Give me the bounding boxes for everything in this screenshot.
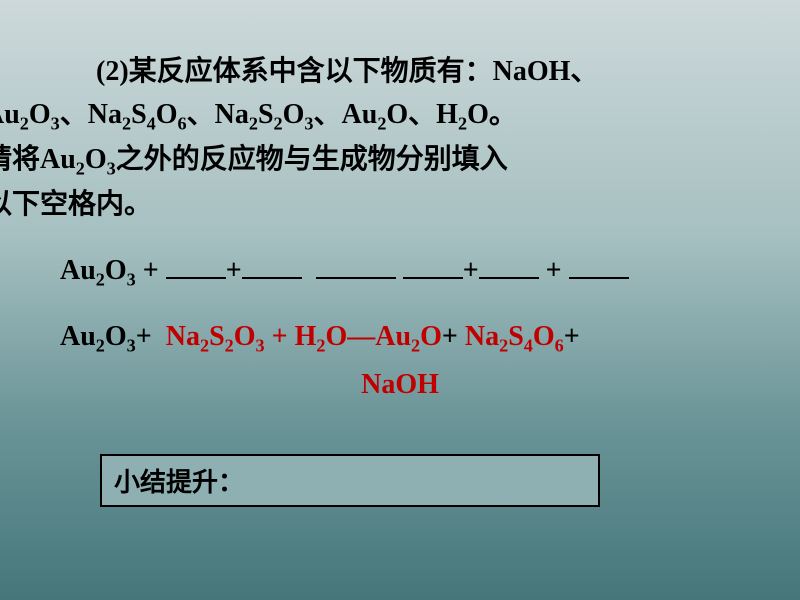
reactant-2: Na2S2O3 + H2O—Au2O	[159, 321, 442, 352]
summary-label: 小结提升：	[114, 467, 244, 497]
intro-prefix: (2)	[96, 56, 129, 87]
blank-arrow	[316, 251, 396, 279]
equation-filled-line2: NaOH	[40, 364, 760, 406]
intro-line2: Au2O3、Na2S4O6、Na2S2O3、Au2O、H2O。	[0, 93, 517, 138]
slide-root: (2)某反应体系中含以下物质有：NaOH、 Au2O3、Na2S4O6、Na2S…	[0, 0, 800, 600]
intro-line1: 某反应体系中含以下物质有：NaOH、	[129, 56, 599, 87]
product-3: NaOH	[361, 369, 439, 400]
intro-paragraph: (2)某反应体系中含以下物质有：NaOH、 Au2O3、Na2S4O6、Na2S…	[40, 50, 760, 226]
intro-line4: 以下空格内。	[0, 183, 152, 226]
blank-1	[166, 251, 226, 279]
blank-3	[403, 251, 463, 279]
equation-filled: Au2O3+ Na2S2O3 + H2O—Au2O+ Na2S4O6+	[60, 316, 760, 360]
blank-5	[569, 251, 629, 279]
equation-template: Au2O3 + + + +	[60, 250, 760, 294]
intro-line3: 请将Au2O3之外的反应物与生成物分别填入	[0, 138, 508, 183]
blank-4	[479, 251, 539, 279]
summary-box: 小结提升：	[100, 454, 600, 507]
blank-2	[242, 251, 302, 279]
product-2: Na2S4O6	[465, 321, 564, 352]
